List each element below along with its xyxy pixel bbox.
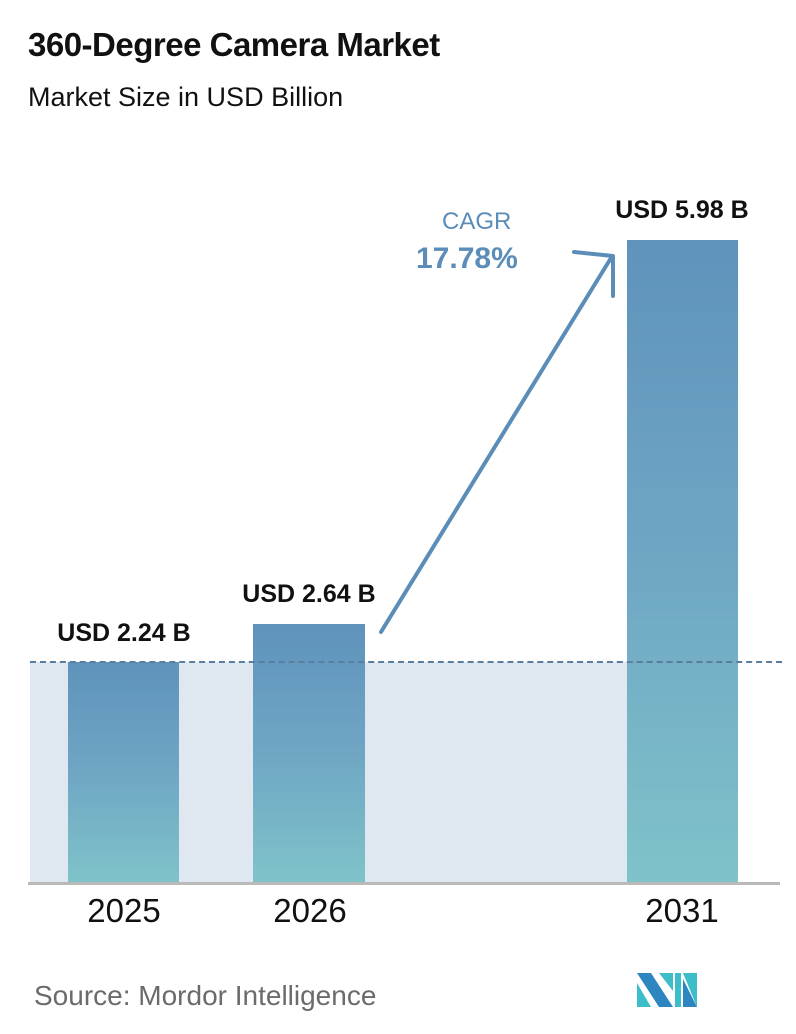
bar-2025 (68, 662, 179, 882)
x-axis-line (28, 882, 780, 885)
source-text: Source: Mordor Intelligence (34, 980, 377, 1011)
bar-2031 (627, 240, 738, 882)
value-label-2026: USD 2.64 B (242, 580, 376, 608)
chart-title: 360-Degree Camera Market (28, 26, 440, 63)
value-label-2025: USD 2.24 B (57, 619, 191, 647)
x-label-2025: 2025 (87, 892, 161, 929)
reference-dashed-line (30, 661, 782, 663)
bar-2026 (253, 624, 365, 882)
value-label-2031: USD 5.98 B (615, 196, 749, 224)
chart-subtitle: Market Size in USD Billion (28, 82, 344, 112)
cagr-value: 17.78% (416, 242, 518, 275)
x-label-2031: 2031 (645, 892, 719, 929)
x-label-2026: 2026 (273, 892, 347, 929)
cagr-label: CAGR (442, 208, 512, 235)
